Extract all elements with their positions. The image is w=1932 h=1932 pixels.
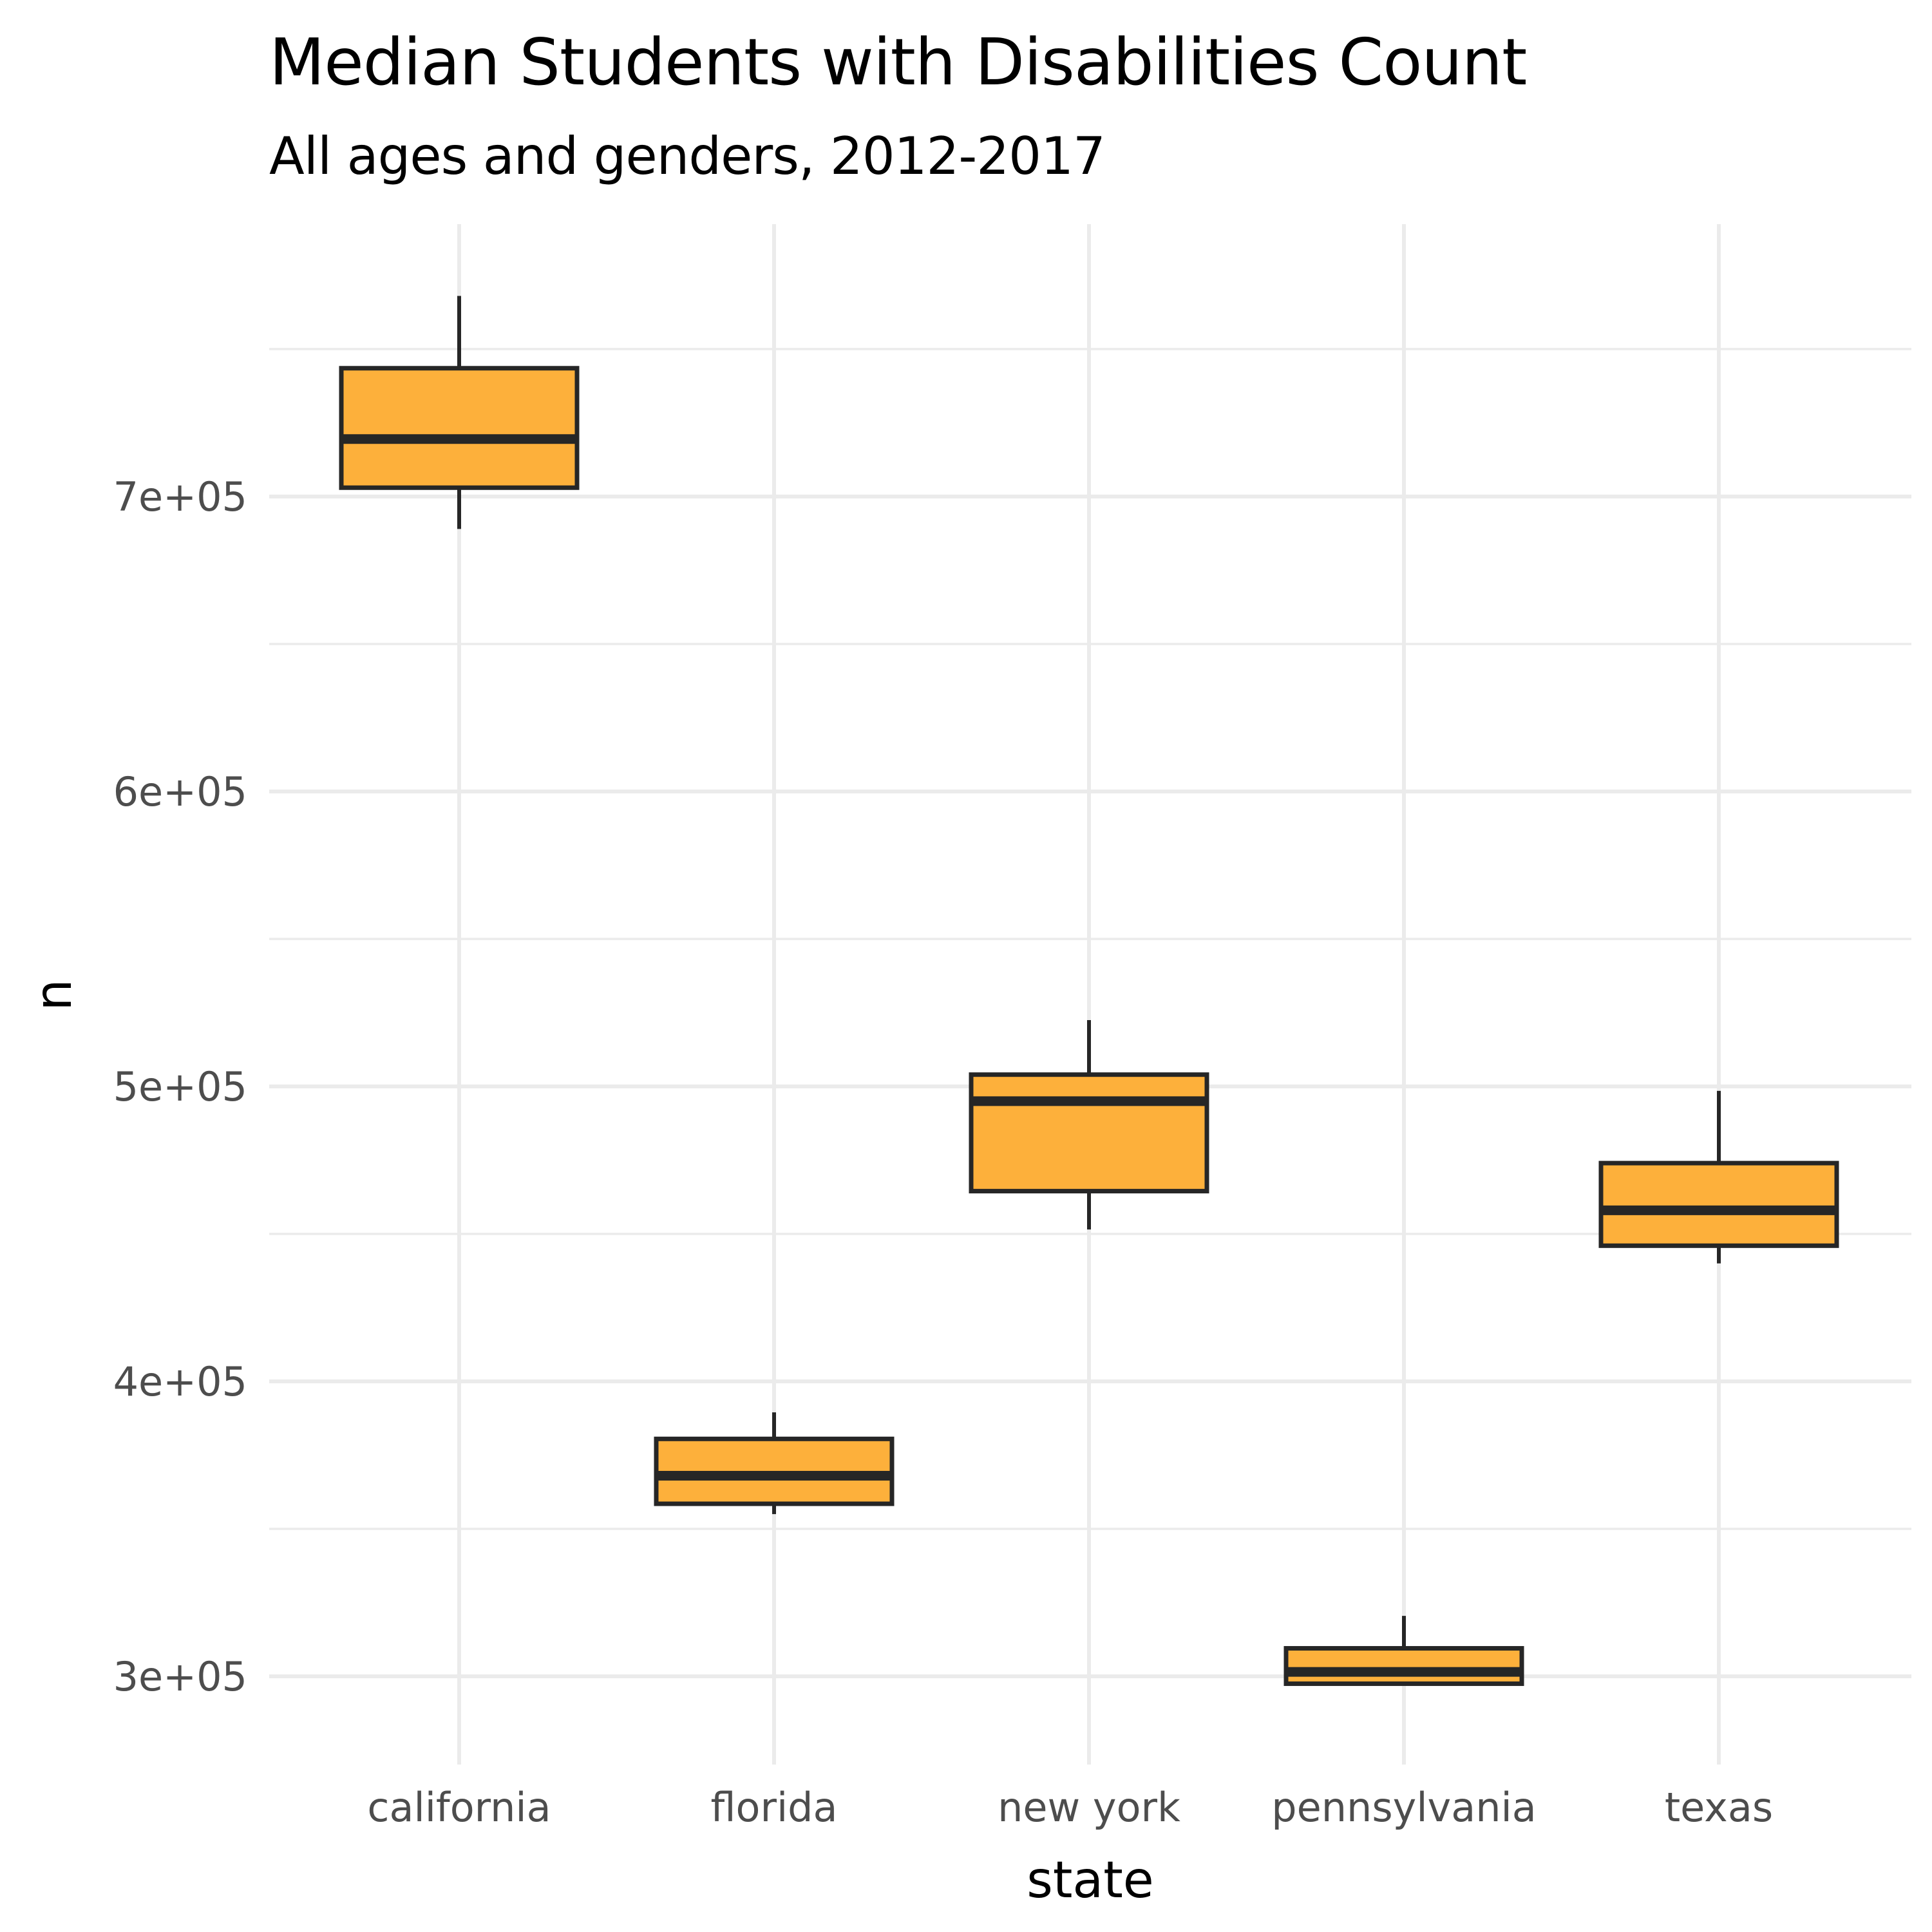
- box-texas: [1598, 1090, 1839, 1264]
- y-tick-label: 3e+05: [113, 1653, 247, 1700]
- x-tick-label: pennsylvania: [1271, 1784, 1537, 1831]
- chart-title: Median Students with Disabilities Count: [269, 24, 1527, 100]
- chart-subtitle: All ages and genders, 2012-2017: [269, 126, 1106, 186]
- x-tick-label: california: [367, 1784, 551, 1831]
- box-california: [339, 296, 580, 529]
- x-tick-label: texas: [1665, 1784, 1773, 1831]
- box-pennsylvania: [1283, 1616, 1524, 1686]
- boxes: [339, 296, 1839, 1686]
- y-tick-label: 6e+05: [113, 768, 247, 815]
- box-new-york: [969, 1019, 1209, 1230]
- y-tick-label: 7e+05: [113, 473, 247, 520]
- y-tick-label: 4e+05: [113, 1358, 247, 1405]
- y-axis-title: n: [25, 979, 83, 1010]
- box-iqr: [969, 1072, 1209, 1194]
- y-tick-label: 5e+05: [113, 1063, 247, 1110]
- x-tick-label: florida: [710, 1784, 837, 1831]
- grid-lines: [269, 224, 1911, 1765]
- box-iqr: [339, 366, 580, 490]
- box-florida: [654, 1412, 895, 1515]
- x-tick-label: new york: [998, 1784, 1180, 1831]
- x-axis-title: state: [1027, 1852, 1154, 1909]
- box-iqr: [1598, 1160, 1839, 1248]
- box-iqr: [1283, 1645, 1524, 1686]
- tick-labels: 3e+05 4e+05 5e+05 6e+05 7e+05 california flori…: [113, 473, 1774, 1831]
